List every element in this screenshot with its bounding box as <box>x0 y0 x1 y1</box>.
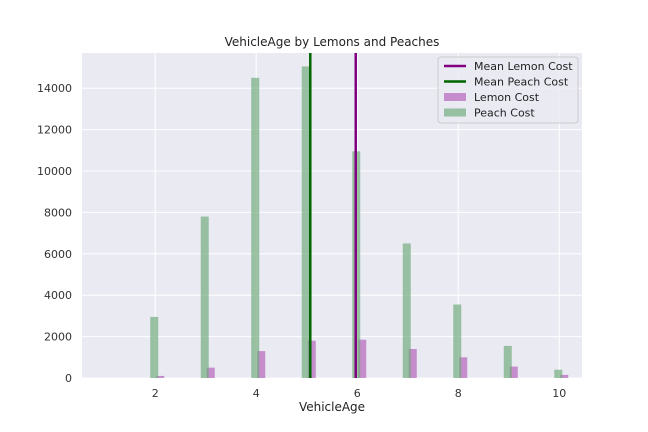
lemon-bar <box>408 349 417 378</box>
x-tick-labels: 2 4 6 8 10 <box>152 387 567 400</box>
y-tick-label: 10000 <box>37 165 72 178</box>
legend-box <box>437 56 579 124</box>
y-tick-label: 8000 <box>44 206 72 219</box>
x-tick-label: 8 <box>455 387 462 400</box>
x-axis-title: VehicleAge <box>299 400 365 414</box>
legend-lemon-cost-swatch <box>444 93 466 101</box>
lemon-bar <box>459 357 468 378</box>
x-tick-label: 6 <box>354 387 361 400</box>
peach-bar <box>150 316 159 378</box>
lemon-bar <box>206 367 215 378</box>
mean-lines <box>309 53 357 378</box>
lemon-bar <box>307 340 316 378</box>
x-tick-label: 2 <box>152 387 159 400</box>
y-tick-labels: 0 2000 4000 6000 8000 10000 12000 14000 <box>37 82 72 385</box>
lemon-bar <box>509 366 518 378</box>
lemon-bar <box>156 375 165 378</box>
chart-title: VehicleAge by Lemons and Peaches <box>225 35 440 49</box>
peach-bar <box>251 77 260 379</box>
peach-bar <box>453 304 462 378</box>
legend-mean-lemon-label: Mean Lemon Cost <box>474 60 573 73</box>
legend-lemon-cost-label: Lemon Cost <box>474 91 540 104</box>
legend: Mean Lemon Cost Mean Peach Cost Lemon Cost… <box>437 56 579 124</box>
lemon-bar <box>358 339 367 378</box>
lemon-bars <box>156 339 569 378</box>
y-tick-label: 12000 <box>37 124 72 137</box>
legend-mean-peach-label: Mean Peach Cost <box>474 76 569 89</box>
x-tick-label: 4 <box>253 387 260 400</box>
y-tick-label: 0 <box>65 372 72 385</box>
lemon-bar <box>560 374 569 378</box>
y-tick-label: 4000 <box>44 289 72 302</box>
peach-bar <box>503 345 512 378</box>
x-tick-label: 10 <box>552 387 566 400</box>
y-tick-label: 2000 <box>44 331 72 344</box>
legend-peach-cost-label: Peach Cost <box>474 107 535 120</box>
peach-bar <box>301 66 310 378</box>
y-tick-label: 6000 <box>44 248 72 261</box>
y-tick-label: 14000 <box>37 82 72 95</box>
peach-bar <box>402 243 411 378</box>
peach-bar <box>554 369 563 378</box>
legend-peach-cost-swatch <box>444 108 466 117</box>
peach-bar <box>200 216 209 378</box>
lemon-bar <box>257 351 266 378</box>
